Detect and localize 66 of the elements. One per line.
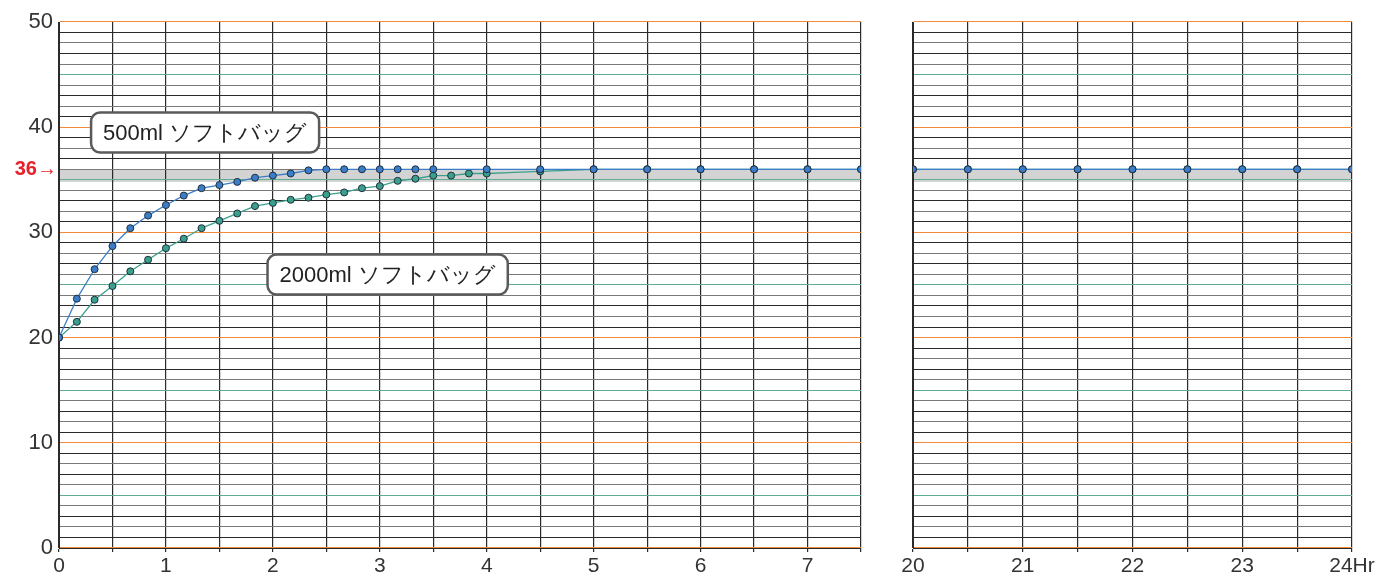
point [268,198,277,207]
point [429,171,438,180]
point [340,165,349,174]
point [464,169,473,178]
point [233,177,242,186]
point [429,165,438,174]
point [251,173,260,182]
series-label: 500ml ソフトバッグ [103,119,308,145]
text: 2000ml ソフトバッグ [279,261,496,287]
x-tick-label: 20 [901,553,925,577]
point [108,242,117,251]
band-label: 36→ [14,156,57,179]
point [375,182,384,191]
point [286,169,295,178]
point [197,224,206,233]
point [357,165,366,174]
point [90,265,99,274]
point [233,209,242,218]
point [340,188,349,197]
x-tick-label: 21 [1011,553,1035,577]
point [144,211,153,220]
point [179,234,188,243]
x-tick-label: 1 [160,553,172,577]
point [322,190,331,199]
point [72,294,81,303]
point [144,255,153,264]
x-tick-label: 5 [587,553,600,577]
x-tick-label: 3 [373,553,386,577]
point [411,174,420,183]
point [215,216,224,225]
x-tick-label: 22 [1120,553,1145,577]
point [375,165,384,174]
y-tick-label: 50 [28,8,53,34]
y-tick-label: 40 [28,113,53,139]
point [72,317,81,326]
point [393,165,402,174]
point [304,166,313,175]
point [357,184,366,193]
point [251,202,260,211]
point [126,224,135,233]
y-tick-label: 20 [28,323,53,349]
point [322,165,331,174]
y-tick-label: 10 [28,428,53,454]
y-tick-label: 30 [28,218,53,244]
point [393,176,402,185]
point [90,295,99,304]
point [197,184,206,193]
x-tick-label: 4 [480,553,493,577]
point [215,181,224,190]
point [179,191,188,200]
point [482,165,491,174]
y-tick-label: 0 [40,534,53,560]
x-tick-label: 23 [1230,553,1254,577]
point [108,282,117,291]
x-tick-label: 7 [801,553,814,577]
x-tick-label: 24Hr [1329,553,1375,577]
point [304,193,313,202]
point [268,171,277,180]
point [286,195,295,204]
point [126,267,135,276]
point [447,171,456,180]
point [161,244,170,253]
point [411,165,420,174]
x-tick-label: 6 [694,553,707,577]
x-tick-label: 2 [267,553,279,577]
point [161,201,170,210]
